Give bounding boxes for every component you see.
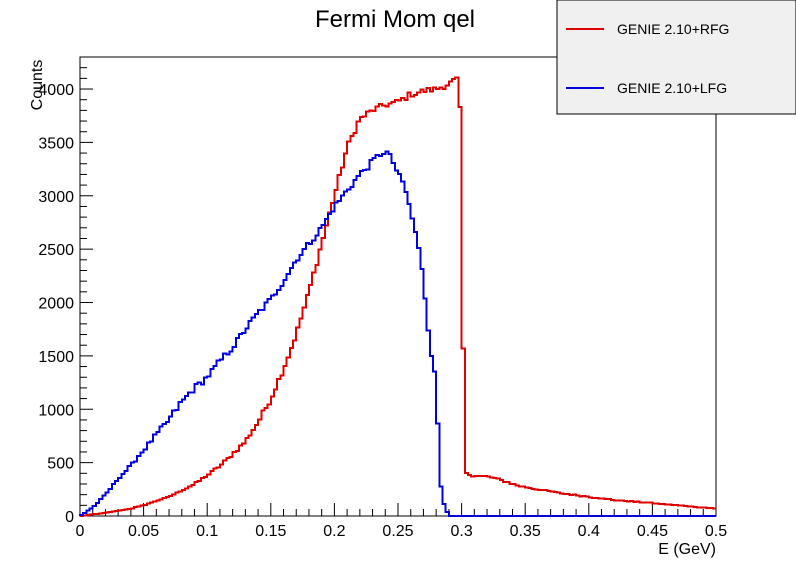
series-rfg-histogram <box>79 76 716 517</box>
legend-label-rfg: GENIE 2.10+RFG <box>617 21 729 37</box>
x-tick-label: 0.2 <box>323 523 345 540</box>
x-tick-label: 0.5 <box>705 523 727 540</box>
x-tick-label: 0.05 <box>128 523 159 540</box>
y-tick-label: 0 <box>65 509 74 526</box>
y-tick-label: 2000 <box>38 296 74 313</box>
legend-box <box>556 0 796 115</box>
y-tick-label: 500 <box>47 456 74 473</box>
x-tick-label: 0.15 <box>255 523 286 540</box>
x-tick-label: 0.35 <box>510 523 541 540</box>
x-axis-title: E (GeV) <box>658 541 716 558</box>
y-axis-title: Counts <box>29 60 46 111</box>
y-tick-label: 1000 <box>38 402 74 419</box>
x-tick-label: 0.4 <box>578 523 600 540</box>
x-tick-label: 0.3 <box>450 523 472 540</box>
y-tick-label: 1500 <box>38 349 74 366</box>
series-lfg-histogram <box>79 150 716 517</box>
y-tick-label: 3000 <box>38 189 74 206</box>
x-tick-label: 0 <box>76 523 85 540</box>
y-tick-label: 2500 <box>38 242 74 259</box>
x-tick-label: 0.1 <box>196 523 218 540</box>
chart-title: Fermi Mom qel <box>315 6 475 33</box>
y-tick-label: 4000 <box>38 82 74 99</box>
legend: GENIE 2.10+RFG GENIE 2.10+LFG <box>556 0 796 115</box>
x-tick-label: 0.45 <box>637 523 668 540</box>
plot-frame <box>79 56 717 517</box>
legend-label-lfg: GENIE 2.10+LFG <box>617 80 727 96</box>
x-tick-label: 0.25 <box>382 523 413 540</box>
y-tick-label: 3500 <box>38 135 74 152</box>
